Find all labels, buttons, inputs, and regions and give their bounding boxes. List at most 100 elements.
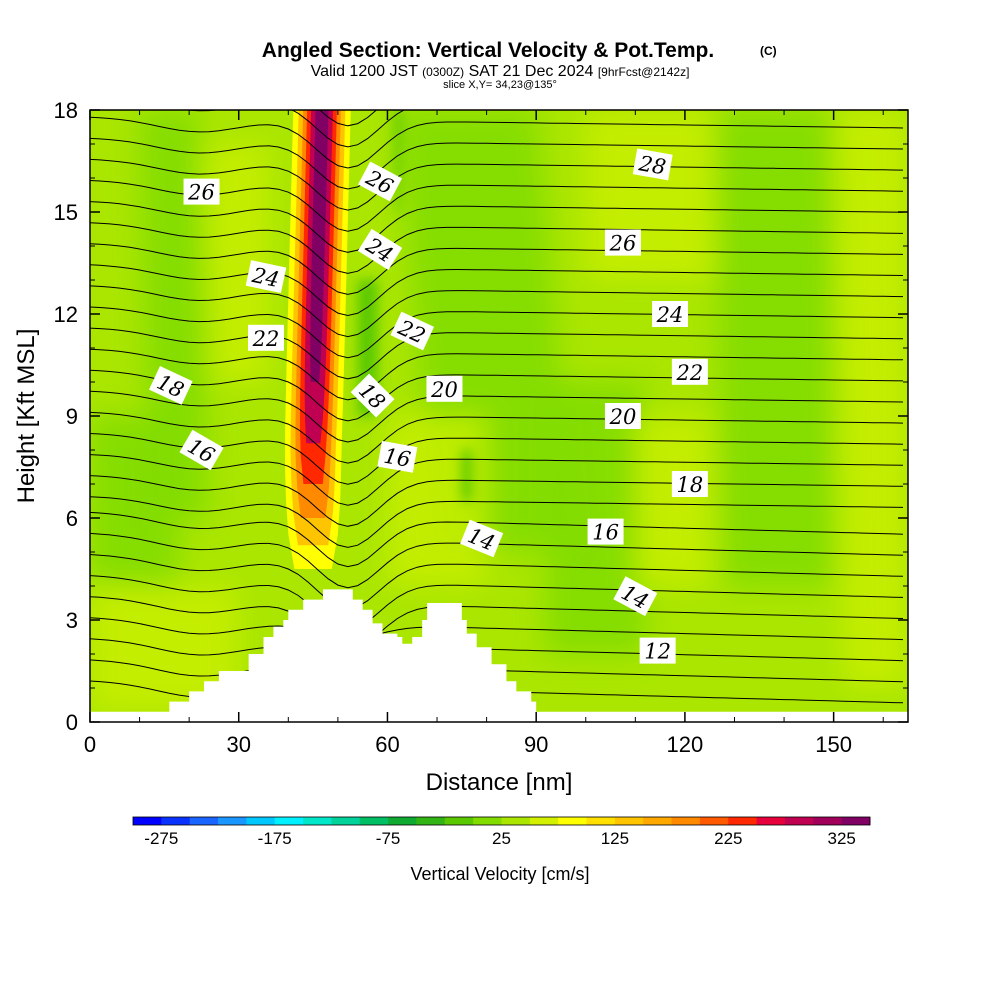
colorbar-swatch bbox=[558, 817, 588, 825]
contour-label-box bbox=[179, 429, 224, 471]
colorbar-tick-label: 25 bbox=[492, 829, 511, 848]
x-axis: 0 30 60 90 120 150 bbox=[84, 110, 884, 757]
y-tick-label: 15 bbox=[54, 200, 78, 225]
colorbar-label: Vertical Velocity [cm/s] bbox=[410, 864, 589, 884]
x-tick-label: 120 bbox=[667, 732, 704, 757]
x-tick-label: 150 bbox=[815, 732, 852, 757]
contour-label: 26 bbox=[183, 178, 220, 205]
contour-label-text: 24 bbox=[249, 263, 281, 292]
contour-label: 16 bbox=[377, 440, 418, 473]
y-axis: 0 3 6 9 12 15 18 bbox=[54, 98, 908, 735]
contour-label: 18 bbox=[671, 471, 708, 497]
contour-label: 22 bbox=[247, 324, 284, 351]
theta-contour-line bbox=[90, 411, 904, 464]
contour-label-box bbox=[245, 260, 287, 294]
contour-label-box bbox=[613, 576, 658, 617]
colorbar-swatch bbox=[359, 817, 389, 825]
contour-label: 12 bbox=[639, 637, 676, 664]
x-tick-label: 90 bbox=[524, 732, 548, 757]
y-tick-label: 18 bbox=[54, 98, 78, 123]
colorbar-swatch bbox=[303, 817, 332, 825]
chart-title-mark: (C) bbox=[760, 44, 777, 58]
theta-contour-line bbox=[90, 222, 904, 274]
colorbar-tick-label: -75 bbox=[376, 829, 401, 848]
theta-contour-line bbox=[90, 390, 904, 443]
weak-updraft-area bbox=[635, 416, 710, 586]
theta-contour-line bbox=[90, 511, 904, 568]
contour-label: 24 bbox=[245, 260, 287, 294]
contour-label-text: 16 bbox=[382, 444, 412, 472]
x-tick-label: 0 bbox=[84, 732, 96, 757]
colorbar-swatch bbox=[699, 817, 729, 825]
contour-label-box bbox=[183, 178, 220, 205]
theta-contour-line bbox=[90, 243, 904, 295]
contour-label-text: 24 bbox=[656, 303, 684, 327]
contour-label-text: 20 bbox=[430, 378, 458, 402]
contour-label-box bbox=[426, 375, 463, 402]
colorbar-swatch bbox=[133, 817, 162, 825]
colorbar-swatch bbox=[331, 817, 361, 825]
colorbar-swatch bbox=[529, 817, 559, 825]
contour-label-box bbox=[149, 366, 193, 405]
colorbar-swatch bbox=[416, 817, 446, 825]
contour-label-box bbox=[587, 518, 624, 545]
colorbar-swatch bbox=[784, 817, 814, 825]
colorbar-swatch bbox=[444, 817, 474, 825]
colorbar-swatch bbox=[614, 817, 644, 825]
contour-label: 20 bbox=[604, 403, 641, 429]
theta-contour-line bbox=[90, 306, 904, 359]
colorbar-swatch bbox=[841, 817, 871, 825]
downdraft-band bbox=[714, 110, 834, 586]
y-tick-label: 9 bbox=[66, 404, 78, 429]
contour-label-box bbox=[671, 358, 708, 385]
theta-contour-line bbox=[90, 575, 904, 631]
theta-contour-line bbox=[90, 475, 904, 527]
contour-label-box bbox=[350, 373, 395, 418]
theta-contour-line bbox=[90, 116, 904, 169]
weak-updraft-area bbox=[204, 144, 269, 382]
contour-label: 22 bbox=[671, 358, 708, 385]
contour-label-box bbox=[357, 228, 403, 270]
theta-contour-line bbox=[90, 554, 904, 610]
y-tick-label: 12 bbox=[54, 302, 78, 327]
theta-contour-line bbox=[90, 638, 904, 662]
y-tick-label: 6 bbox=[66, 506, 78, 531]
colorbar-swatch bbox=[671, 817, 701, 825]
colorbar-swatch bbox=[218, 817, 247, 825]
contour-label-box bbox=[460, 519, 504, 558]
contour-label-box bbox=[604, 403, 641, 429]
theta-contour-line bbox=[90, 285, 904, 338]
contour-label-box bbox=[390, 311, 435, 351]
contour-label-text: 22 bbox=[252, 327, 280, 351]
colorbar-tick-label: 225 bbox=[714, 829, 742, 848]
contour-label-box bbox=[247, 324, 284, 351]
y-tick-label: 3 bbox=[66, 608, 78, 633]
theta-contour-line bbox=[90, 201, 904, 253]
contour-label-text: 28 bbox=[636, 151, 667, 179]
colorbar-swatch bbox=[189, 817, 219, 825]
contour-label: 20 bbox=[426, 375, 463, 402]
contour-label: 28 bbox=[632, 148, 673, 181]
weak-updraft-area bbox=[90, 586, 239, 712]
x-tick-label: 30 bbox=[226, 732, 250, 757]
chart-title: Angled Section: Vertical Velocity & Pot.… bbox=[262, 39, 714, 62]
slice-note: slice X,Y= 34,23@135° bbox=[443, 79, 557, 91]
colorbar-swatch bbox=[501, 817, 531, 825]
colorbar-swatch bbox=[246, 817, 276, 825]
contour-label-text: 16 bbox=[592, 521, 619, 545]
colorbar-tick-label: 125 bbox=[601, 829, 629, 848]
contour-label-box bbox=[652, 301, 689, 327]
contour-label-text: 22 bbox=[675, 361, 703, 385]
x-tick-label: 60 bbox=[375, 732, 399, 757]
theta-contour-line bbox=[90, 158, 904, 211]
contour-label-text: 26 bbox=[609, 232, 637, 256]
theta-contour-line bbox=[90, 433, 904, 485]
contour-label: 26 bbox=[604, 229, 641, 256]
contour-label: 26 bbox=[358, 161, 403, 202]
theta-contour-line bbox=[90, 496, 904, 548]
contour-label-text: 20 bbox=[609, 405, 637, 429]
colorbar-swatch bbox=[161, 817, 191, 825]
contour-label-box bbox=[671, 471, 708, 497]
colorbar: -275 -175 -75 25 125 225 325 bbox=[132, 816, 871, 848]
